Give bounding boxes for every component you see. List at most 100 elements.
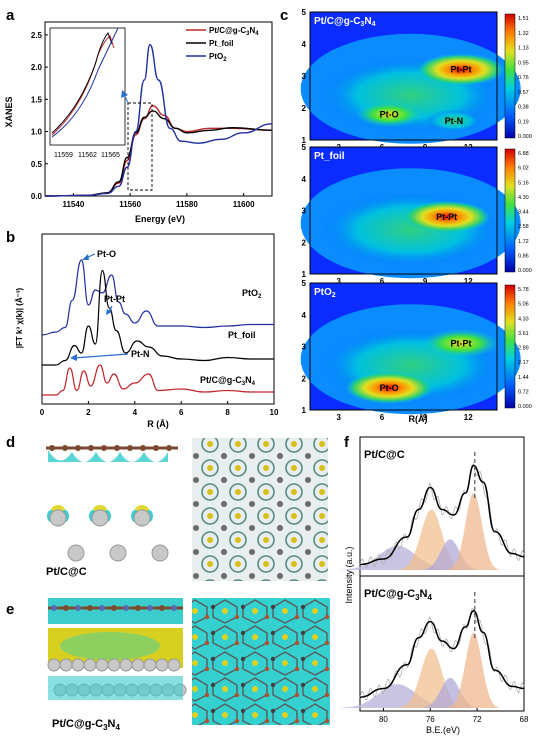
c-xtick-1-0: 3: [337, 277, 342, 286]
b-xtick-label-4: 8: [225, 408, 230, 417]
a-xtick-label-0: 11540: [62, 200, 84, 209]
panel-a-legend: Pt/C@g-C3N4 Pt_foil PtO2: [186, 26, 259, 63]
annot-pt-n: Pt-N: [131, 349, 150, 359]
c-feature-0-2: [425, 109, 483, 132]
e-pt-atom-a-8: [143, 658, 157, 672]
f-plot-0: [341, 452, 525, 570]
inset-tick-2: 11562: [78, 152, 97, 159]
panel-a-letter: a: [6, 7, 15, 24]
e-cn-atom-7: [135, 605, 141, 611]
curve-label-foil: Pt_foil: [228, 330, 256, 340]
e-cn-atom-10: [171, 605, 177, 611]
c-cbar-label-0-0: 1.51: [518, 16, 529, 22]
c-cbar-1: [504, 148, 516, 273]
panel-e-top-view: [192, 598, 330, 725]
c-feature-2-1: [345, 371, 434, 404]
c-ytick-0-3: 4: [302, 40, 307, 49]
zoom-box: [127, 102, 153, 191]
c-ytick-1-0: 1: [302, 270, 307, 279]
d-pt-atom-low-1: [109, 544, 127, 562]
panel-e: e Pt/C@g-C3N4: [6, 598, 330, 732]
c-ytick-2-3: 4: [302, 311, 307, 320]
c-map-frame-0: [309, 11, 498, 141]
c-ytick-0-4: 5: [302, 8, 307, 17]
f-fit-1: [359, 610, 525, 698]
arrow-pt-n: [73, 353, 129, 359]
c-map-0: Pt-PtPt-OPt-N1234536912Pt/C@g-C3N41.511.…: [300, 8, 532, 152]
e-pt-atom-a-7: [131, 658, 145, 672]
a-series-0: [44, 105, 273, 197]
panel-f-title-2: Pt/C@g-C3N4: [364, 588, 432, 602]
panel-e-label: Pt/C@g-C3N4: [52, 718, 120, 732]
c-xtick-2-1: 6: [380, 413, 385, 422]
f-xtick-label-3: 68: [520, 715, 529, 724]
panel-f-frame: [359, 436, 525, 712]
c-cbar-label-2-2: 4.33: [518, 316, 529, 322]
inset-tick-1: 11559: [54, 152, 73, 159]
c-map-title-1: Pt_foil: [314, 151, 345, 162]
e-pt-atom-a-2: [71, 658, 85, 672]
panel-e-side-view: [47, 598, 187, 700]
b-xtick-label-5: 10: [270, 408, 279, 417]
e-pt-atom-a-10: [167, 658, 181, 672]
curve-label-pto2: PtO2: [242, 288, 262, 300]
c-xtick-1-2: 9: [423, 277, 428, 286]
inset-tick-3: 11565: [101, 152, 120, 159]
c-feature-label-2-1: Pt-O: [380, 383, 399, 393]
e-cn-atom-1: [63, 605, 69, 611]
c-feature-0-0: [417, 53, 506, 86]
b-xtick-label-3: 6: [179, 408, 184, 417]
d-c-atom-3: [88, 445, 94, 451]
c-cbar-label-1-6: 1.72: [518, 239, 529, 245]
inset-curve-pto2: [51, 27, 119, 138]
c-cbar-label-1-4: 3.44: [518, 210, 529, 216]
d-pt-atom-1: [91, 509, 109, 527]
a-xtick-label-3: 11600: [233, 200, 255, 209]
annot-pt-pt: Pt-Pt: [104, 294, 125, 304]
c-cbar-label-1-5: 2.58: [518, 224, 529, 230]
c-map-title-0: Pt/C@g-C3N4: [314, 16, 376, 28]
panel-d-label: Pt/C@C: [46, 566, 87, 578]
e-cn-atom-0: [51, 605, 57, 611]
panel-c-letter: c: [280, 7, 288, 24]
c-cbar-label-0-5: 0.57: [518, 90, 529, 96]
e-pt-atom-a-3: [83, 658, 97, 672]
b-series-2: [41, 364, 274, 396]
arrowhead-pt-pt: [106, 309, 112, 315]
panel-b-letter: b: [6, 229, 15, 246]
a-series-2: [44, 43, 273, 197]
e-pt-atom-a-5: [107, 658, 121, 672]
e-cn-atom-3: [87, 605, 93, 611]
c-ytick-0-0: 1: [302, 136, 307, 145]
panel-e-letter: e: [6, 601, 14, 618]
e-cn-atom-8: [147, 605, 153, 611]
d-c-atom-8: [153, 445, 159, 451]
panel-f: f Pt/C@C Pt/C@g-C3N4 80 76 72 68 Intensity …: [341, 434, 529, 735]
c-ytick-2-0: 1: [302, 406, 307, 415]
panel-c-maps: Pt-PtPt-OPt-N1234536912Pt/C@g-C3N41.511.…: [300, 8, 532, 422]
c-cbar-label-1-1: 6.02: [518, 166, 529, 172]
panel-f-letter: f: [344, 434, 350, 451]
curve-label-ptc: Pt/C@g-C3N4: [200, 375, 256, 387]
c-cbar-label-2-0: 5.78: [518, 287, 529, 293]
f-peak-pt4f72-1: [449, 632, 499, 708]
b-xtick-label-0: 0: [40, 408, 45, 417]
arrowhead-pt-n: [70, 354, 77, 361]
f-xtick-label-0: 80: [379, 715, 388, 724]
c-cbar-label-2-5: 2.17: [518, 360, 529, 366]
e-layer-top: [48, 598, 183, 624]
c-cbar-label-0-2: 1.13: [518, 46, 529, 52]
legend-foil: Pt_foil: [209, 39, 233, 48]
c-cbar-label-0-1: 1.32: [518, 31, 529, 37]
legend-ptc: Pt/C@g-C3N4: [209, 26, 259, 37]
inset-frame: [49, 27, 126, 146]
c-xtick-1-1: 6: [380, 277, 385, 286]
d-c-atom-7: [140, 445, 146, 451]
c-cbar-label-0-8: 0.000: [518, 134, 532, 140]
panel-b-x-ticks: 0 2 4 6 8 10: [40, 401, 279, 417]
a-xtick-label-2: 11580: [176, 200, 198, 209]
panel-c: c Pt-PtPt-OPt-N1234536912Pt/C@g-C3N41.51…: [280, 7, 532, 424]
zoom-arrow-head: [121, 90, 128, 98]
